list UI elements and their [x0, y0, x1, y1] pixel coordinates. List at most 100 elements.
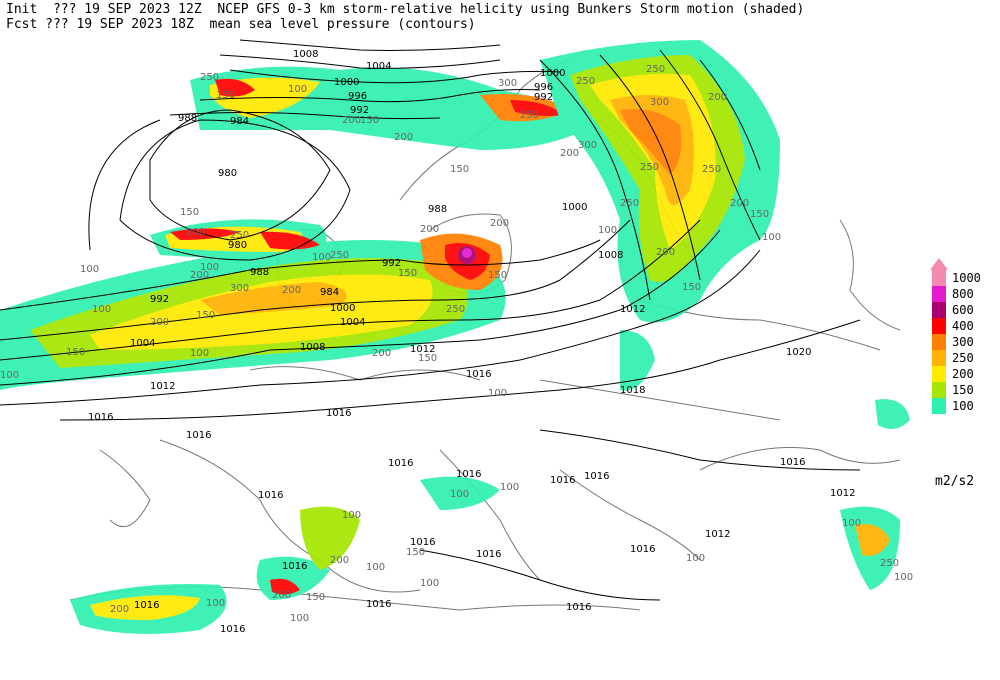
isobar-label: 1016: [366, 599, 391, 610]
helicity-label: 200: [420, 224, 439, 235]
legend-label: 300: [952, 335, 974, 349]
helicity-label: 200: [394, 132, 413, 143]
helicity-label: 200: [708, 92, 727, 103]
isobar-label: 1012: [705, 529, 730, 540]
helicity-label: 150: [306, 592, 325, 603]
legend-row-400: 400: [928, 318, 998, 334]
helicity-label: 100: [500, 482, 519, 493]
legend-label: 100: [952, 399, 974, 413]
isobar-label: 1004: [340, 317, 365, 328]
isobar-label: 1000: [562, 202, 587, 213]
legend-label: 600: [952, 303, 974, 317]
helicity-label: 200: [190, 270, 209, 281]
helicity-label: 100: [92, 304, 111, 315]
isobar-label: 1016: [630, 544, 655, 555]
helicity-label: 300: [650, 97, 669, 108]
isobar-label: 1016: [566, 602, 591, 613]
helicity-label: 150: [418, 353, 437, 364]
helicity-label: 200: [110, 604, 129, 615]
legend-swatch: [932, 366, 946, 382]
legend-row-250: 250: [928, 350, 998, 366]
legend-swatch: [932, 382, 946, 398]
legend-swatch: [932, 398, 946, 414]
helicity-label: 100: [200, 262, 219, 273]
legend-row-1000: 1000: [928, 270, 998, 286]
legend-row-800: 800: [928, 286, 998, 302]
helicity-label: 150: [398, 268, 417, 279]
helicity-label: 150: [196, 310, 215, 321]
helicity-label: 150: [406, 547, 425, 558]
isobar-label: 980: [228, 240, 247, 251]
legend-swatch: [932, 318, 946, 334]
isobar-label: 980: [218, 168, 237, 179]
isobar-label: 1004: [366, 61, 391, 72]
helicity-label: 250: [620, 198, 639, 209]
isobar-label: 992: [534, 92, 553, 103]
isobar-label: 1016: [476, 549, 501, 560]
legend-label: 1000: [952, 271, 981, 285]
helicity-label: 250: [520, 110, 539, 121]
helicity-label: 100: [488, 388, 507, 399]
helicity-label: 100: [290, 613, 309, 624]
legend-swatch: [932, 350, 946, 366]
isobar-label: 1016: [466, 369, 491, 380]
isobar-label: 1004: [130, 338, 155, 349]
isobar-label: 992: [150, 294, 169, 305]
isobar-label: 1008: [598, 250, 623, 261]
legend-row-150: 150: [928, 382, 998, 398]
helicity-label: 300: [498, 78, 517, 89]
helicity-label: 100: [598, 225, 617, 236]
legend-label: 800: [952, 287, 974, 301]
isobar-label: 1016: [258, 490, 283, 501]
legend-overflow-triangle-icon: [930, 258, 948, 270]
isobar-label: 1012: [830, 488, 855, 499]
helicity-label: 200: [150, 317, 169, 328]
helicity-label: 250: [880, 558, 899, 569]
isobar-label: 1016: [550, 475, 575, 486]
isobar-label: 1016: [88, 412, 113, 423]
isobar-label: 1016: [388, 458, 413, 469]
helicity-label: 100: [420, 578, 439, 589]
helicity-label: 200: [560, 148, 579, 159]
helicity-label: 250: [200, 72, 219, 83]
helicity-label: 150: [750, 209, 769, 220]
helicity-label: 100: [80, 264, 99, 275]
legend-units: m2/s2: [935, 474, 975, 489]
legend-row-300: 300: [928, 334, 998, 350]
isobar-label: 984: [320, 287, 339, 298]
helicity-label: 100: [686, 553, 705, 564]
legend-row-600: 600: [928, 302, 998, 318]
helicity-label: 250: [576, 76, 595, 87]
isobar-label: 1008: [293, 49, 318, 60]
isobar-label: 1016: [220, 624, 245, 635]
legend-label: 400: [952, 319, 974, 333]
isobar-label: 1016: [326, 408, 351, 419]
isobar-label: 1000: [334, 77, 359, 88]
helicity-label: 100: [206, 598, 225, 609]
isobar-label: 996: [348, 91, 367, 102]
helicity-label: 150: [216, 90, 235, 101]
helicity-label: 100: [0, 370, 19, 381]
isobar-label: 1020: [786, 347, 811, 358]
isobar-labels: 1008 1004 1000 996 992 988 984 980 980 9…: [88, 49, 855, 635]
helicity-label: 100: [366, 562, 385, 573]
isobar-label: 992: [350, 105, 369, 116]
legend-label: 200: [952, 367, 974, 381]
helicity-label: 150: [66, 347, 85, 358]
legend-row-200: 200: [928, 366, 998, 382]
helicity-label: 250: [640, 162, 659, 173]
helicity-label: 100: [842, 518, 861, 529]
legend-swatch: [932, 302, 946, 318]
isobar-label: 996: [534, 82, 553, 93]
helicity-label: 200: [186, 227, 205, 238]
helicity-label: 150: [360, 115, 379, 126]
helicity-label: 200: [656, 247, 675, 258]
isobar-label: 1016: [780, 457, 805, 468]
isobar-label: 1012: [410, 344, 435, 355]
isobar-label: 984: [230, 116, 249, 127]
helicity-label: 200: [372, 348, 391, 359]
isobar-label: 1012: [150, 381, 175, 392]
isobar-label: 1016: [186, 430, 211, 441]
helicity-label: 200: [272, 590, 291, 601]
